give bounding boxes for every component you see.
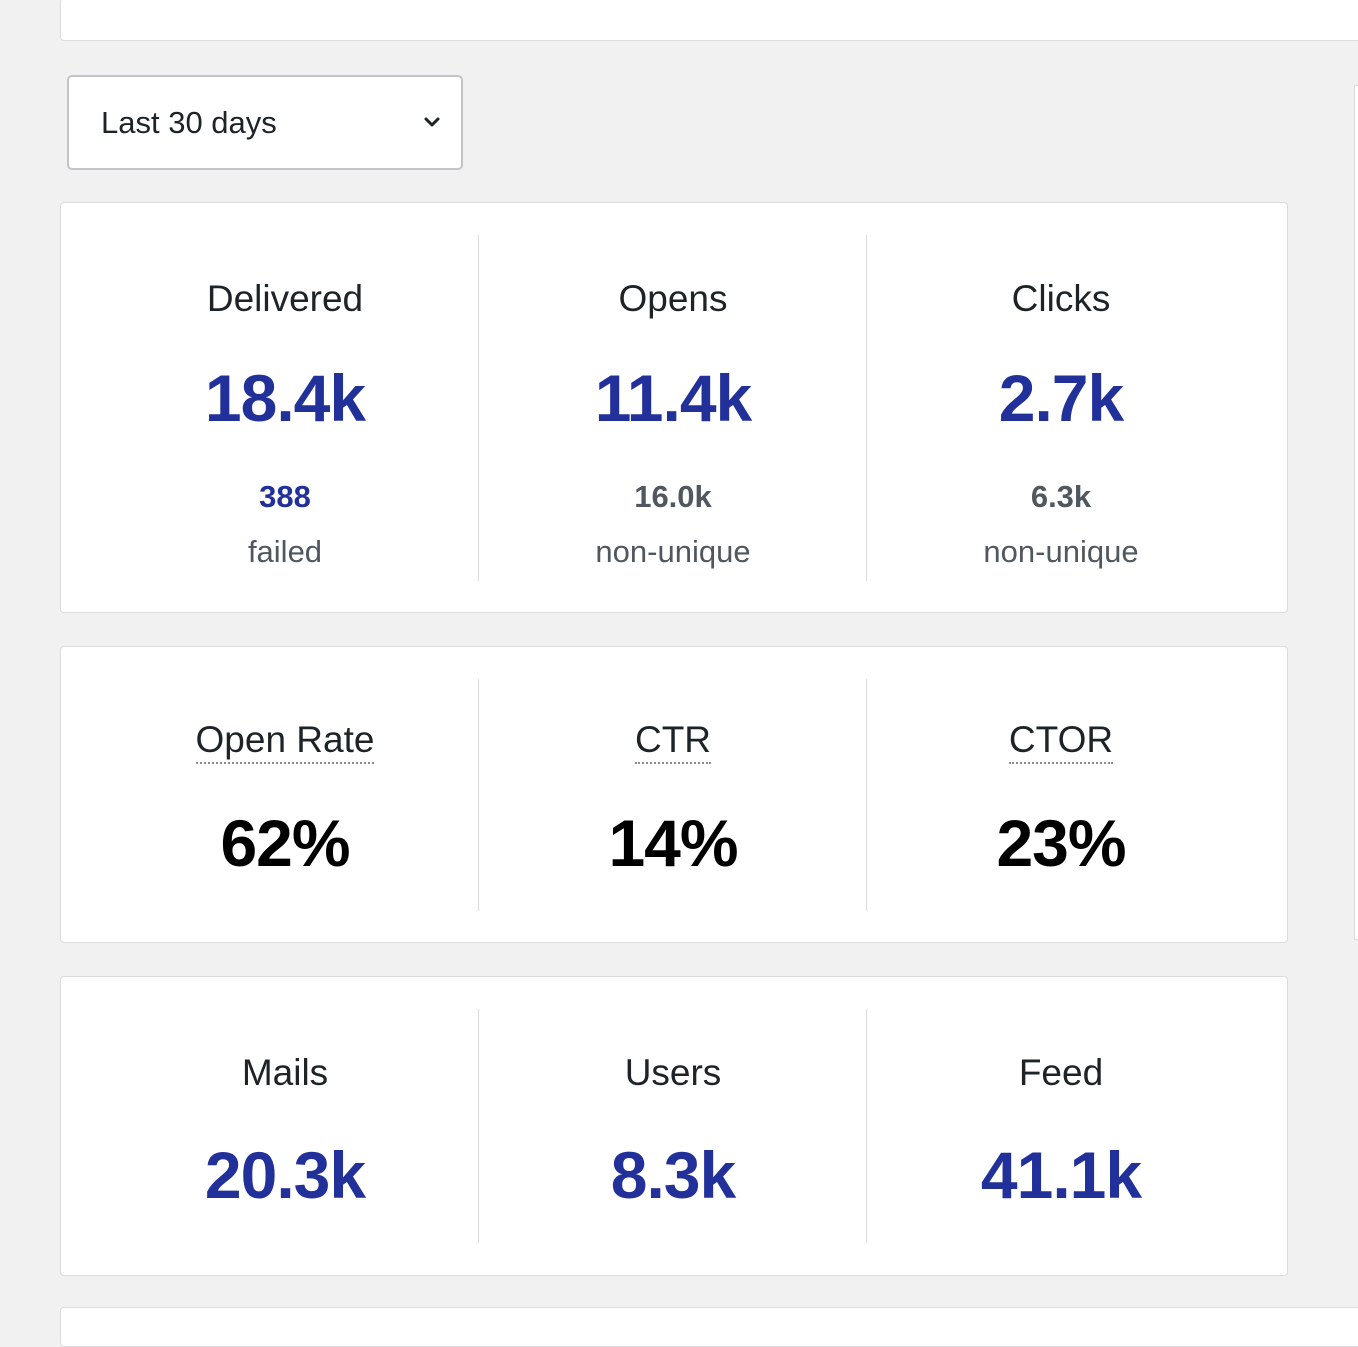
stat-feed: Feed 41.1k [867,977,1255,1277]
stat-mails: Mails 20.3k [91,977,479,1277]
chevron-down-icon [424,117,440,127]
next-panel [60,1307,1358,1347]
delivery-stats-card: Delivered 18.4k 388 failed Opens 11.4k 1… [60,202,1288,613]
stat-value: 8.3k [610,1138,736,1212]
stat-label: Clicks [1011,278,1111,319]
column-divider [866,679,867,911]
stat-sub-label: failed [247,534,323,569]
column-divider [478,1009,479,1243]
ctor-tooltip-label[interactable]: CTOR [1008,719,1114,764]
top-panel [60,0,1358,41]
stat-value: 14% [608,806,738,880]
rate-stats-card: Open Rate 62% CTR 14% CTOR 23% [60,646,1288,943]
stat-value: 2.7k [998,361,1124,435]
stat-value: 23% [996,806,1126,880]
stat-label: Users [624,1052,722,1093]
date-range-selected-value: Last 30 days [101,105,277,140]
stat-open-rate: Open Rate 62% [91,647,479,944]
stat-label[interactable]: CTR [479,719,867,764]
stat-value: 11.4k [594,361,753,435]
stat-value: 41.1k [980,1138,1142,1212]
stat-delivered: Delivered 18.4k 388 failed [91,203,479,614]
stat-label[interactable]: Open Rate [91,719,479,764]
stat-sub-value: 16.0k [634,479,712,514]
column-divider [478,235,479,581]
stat-label[interactable]: CTOR [867,719,1255,764]
stat-label: Feed [1018,1052,1104,1093]
column-divider [866,235,867,581]
stat-label: Delivered [206,278,364,319]
stat-label: Opens [618,278,728,319]
column-divider [866,1009,867,1243]
stat-opens: Opens 11.4k 16.0k non-unique [479,203,867,614]
stat-ctr: CTR 14% [479,647,867,944]
stat-value: 18.4k [204,361,366,435]
column-divider [478,679,479,911]
open-rate-tooltip-label[interactable]: Open Rate [195,719,375,764]
stat-sub-value: 388 [259,479,311,514]
count-stats-card: Mails 20.3k Users 8.3k Feed 41.1k [60,976,1288,1276]
stat-label: Mails [241,1052,329,1093]
stat-users: Users 8.3k [479,977,867,1277]
stat-clicks: Clicks 2.7k 6.3k non-unique [867,203,1255,614]
stat-sub-value: 6.3k [1030,479,1092,514]
side-panel-edge [1354,85,1358,940]
date-range-select[interactable]: Last 30 days [67,75,463,170]
stat-value: 20.3k [204,1138,366,1212]
stat-value: 62% [220,806,350,880]
ctr-tooltip-label[interactable]: CTR [634,719,712,764]
stat-sub-label: non-unique [595,534,751,569]
stat-sub-label: non-unique [983,534,1139,569]
stat-ctor: CTOR 23% [867,647,1255,944]
